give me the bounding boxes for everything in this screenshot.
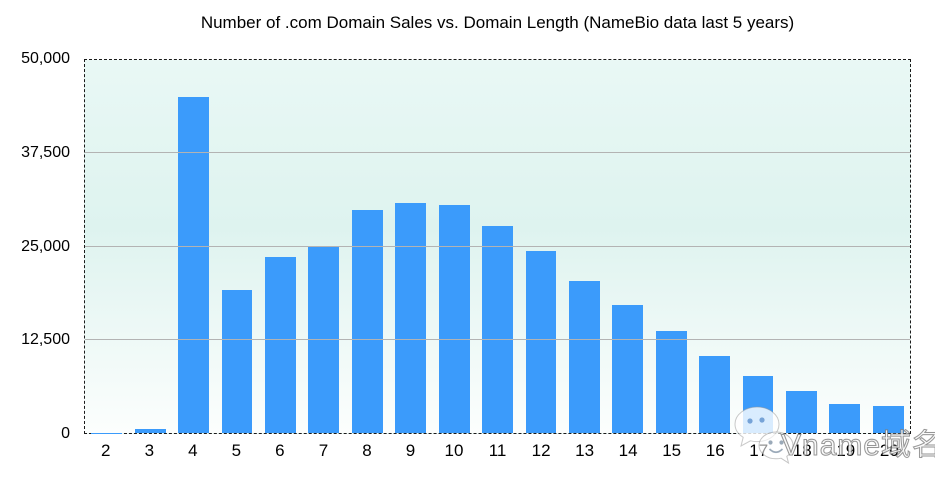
bar-slot-12 — [519, 60, 562, 433]
x-tick-label-15: 15 — [662, 441, 682, 460]
x-tick-label-5: 5 — [231, 441, 242, 460]
x-tick-label-19: 19 — [836, 441, 856, 460]
bar-domain-length-7 — [308, 247, 340, 433]
y-tick-label-12500: 12,500 — [21, 331, 70, 349]
bar-slot-14 — [606, 60, 649, 433]
y-axis-labels: 0 12,500 25,000 37,500 50,000 — [0, 50, 70, 442]
chart-title: Number of .com Domain Sales vs. Domain L… — [200, 13, 795, 32]
bar-domain-length-3 — [134, 429, 166, 433]
bar-slot-9 — [389, 60, 432, 433]
bar-slot-17 — [736, 60, 779, 433]
bar-domain-length-17 — [742, 375, 774, 433]
x-tick-label-14: 14 — [618, 441, 638, 460]
gridline-12500 — [85, 338, 910, 340]
bar-slot-5 — [215, 60, 258, 433]
x-tick-label-8: 8 — [362, 441, 372, 460]
bar-slot-10 — [432, 60, 475, 433]
x-tick-label-18: 18 — [792, 441, 812, 460]
bar-slot-8 — [346, 60, 389, 433]
y-tick-label-25000: 25,000 — [21, 237, 70, 255]
bar-domain-length-14 — [612, 305, 644, 433]
bars — [85, 60, 910, 433]
x-tick-label-16: 16 — [705, 441, 725, 460]
bar-domain-length-13 — [568, 280, 600, 433]
bar-slot-15 — [649, 60, 692, 433]
bar-slot-18 — [780, 60, 823, 433]
x-tick-label-12: 12 — [531, 441, 551, 460]
bar-domain-length-5 — [221, 289, 253, 433]
bar-domain-length-8 — [351, 209, 383, 433]
x-tick-label-10: 10 — [444, 441, 464, 460]
x-tick-label-11: 11 — [488, 441, 507, 460]
gridline-37500 — [85, 152, 910, 154]
bar-domain-length-12 — [525, 250, 557, 433]
x-tick-label-13: 13 — [575, 441, 595, 460]
bar-slot-13 — [563, 60, 606, 433]
bar-domain-length-20 — [872, 406, 904, 433]
bar-slot-3 — [128, 60, 171, 433]
x-tick-label-4: 4 — [188, 441, 198, 460]
bar-slot-20 — [867, 60, 910, 433]
bar-domain-length-15 — [655, 330, 687, 433]
bar-slot-11 — [476, 60, 519, 433]
x-tick-label-3: 3 — [144, 441, 155, 460]
x-tick-label-6: 6 — [275, 441, 285, 460]
bar-slot-19 — [823, 60, 866, 433]
plot-area — [84, 59, 911, 434]
bar-domain-length-4 — [178, 96, 209, 433]
bar-domain-length-19 — [829, 403, 861, 433]
bar-slot-7 — [302, 60, 345, 433]
y-tick-label-37500: 37,500 — [21, 143, 70, 161]
bar-slot-4 — [172, 60, 215, 433]
bar-domain-length-18 — [786, 391, 817, 433]
bar-domain-length-11 — [482, 225, 513, 433]
bar-domain-length-6 — [264, 256, 296, 433]
x-tick-label-2: 2 — [101, 441, 111, 460]
gridline-25000 — [85, 245, 910, 247]
x-tick-label-7: 7 — [318, 441, 329, 460]
bar-slot-6 — [259, 60, 302, 433]
bar-domain-length-16 — [699, 356, 731, 433]
y-tick-label-0: 0 — [61, 425, 70, 442]
y-tick-label-50000: 50,000 — [21, 50, 70, 67]
x-axis-labels: 2 3 4 5 6 7 8 9 10 11 12 13 14 15 16 17 18 19 20 — [84, 441, 911, 461]
bar-domain-length-10 — [438, 205, 470, 433]
x-tick-label-17: 17 — [749, 441, 769, 460]
x-tick-label-9: 9 — [405, 441, 416, 460]
x-tick-label-20: 20 — [879, 441, 899, 460]
bar-domain-length-9 — [395, 203, 427, 433]
bar-slot-16 — [693, 60, 736, 433]
bar-slot-2 — [85, 60, 128, 433]
